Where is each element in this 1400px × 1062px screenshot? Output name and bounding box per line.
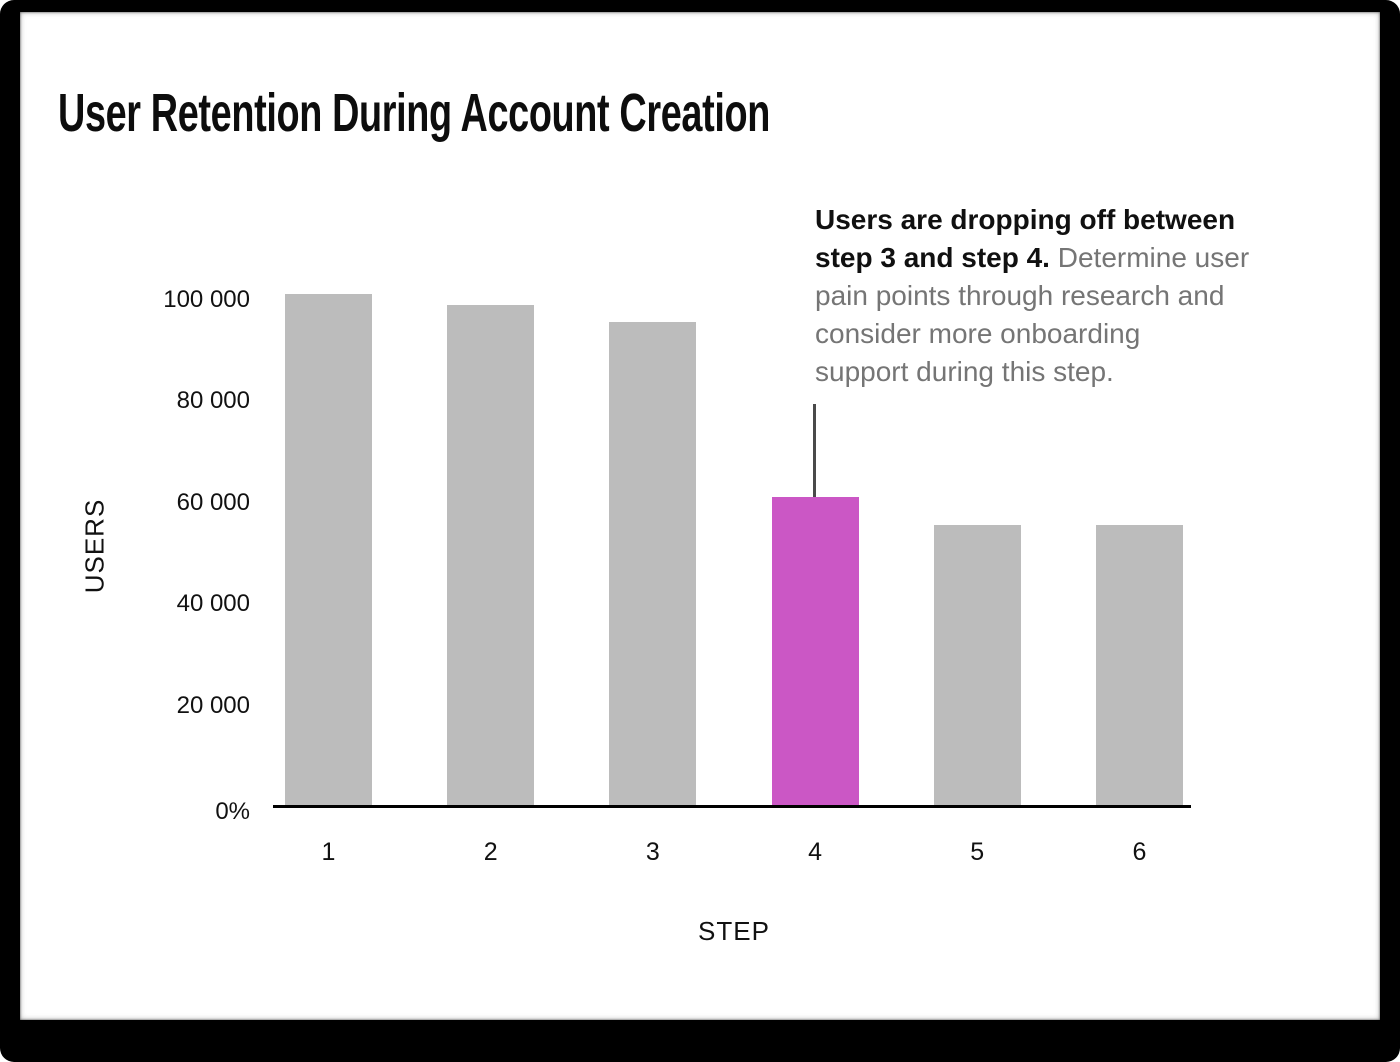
bar-step-5: [933, 525, 1021, 807]
annotation-line: Users are dropping off between: [815, 204, 1236, 235]
x-tick-label: 2: [483, 838, 498, 866]
x-tick-label: 3: [645, 838, 660, 866]
bar-step-3: [609, 322, 697, 807]
bar-step-2: [447, 305, 535, 807]
annotation-line: step 3 and step 4. Determine user: [815, 242, 1250, 273]
y-axis-ticks: 100 000 80 000 60 000 40 000 20 000 0%: [100, 0, 250, 1062]
x-tick-label: 6: [1132, 838, 1147, 866]
x-axis-ticks: 1 2 3 4 5 6: [285, 838, 1183, 867]
annotation-callout: Users are dropping off between step 3 and…: [815, 201, 1249, 391]
y-tick-label: 40 000: [176, 590, 250, 617]
y-tick-label: 100 000: [163, 286, 250, 313]
x-axis-title: STEP: [698, 916, 770, 946]
annotation-line: consider more onboarding: [815, 318, 1141, 349]
y-tick-label: 20 000: [176, 692, 250, 719]
annotation-pointer-line: [813, 404, 816, 497]
bar-step-6: [1095, 525, 1183, 807]
bar-step-1: [285, 294, 372, 807]
chart-title: User Retention During Account Creation: [58, 83, 770, 144]
y-tick-label: 80 000: [176, 387, 250, 414]
x-tick-label: 1: [321, 838, 336, 866]
y-tick-label: 60 000: [176, 489, 250, 516]
bar-step-4: [771, 497, 859, 807]
plot-area: [285, 277, 1183, 807]
x-tick-label: 4: [808, 838, 823, 866]
annotation-line: pain points through research and: [815, 280, 1225, 311]
annotation-line: support during this step.: [815, 356, 1114, 387]
x-axis-line: [273, 805, 1191, 808]
y-tick-label: 0%: [215, 798, 250, 825]
x-tick-label: 5: [970, 838, 985, 866]
